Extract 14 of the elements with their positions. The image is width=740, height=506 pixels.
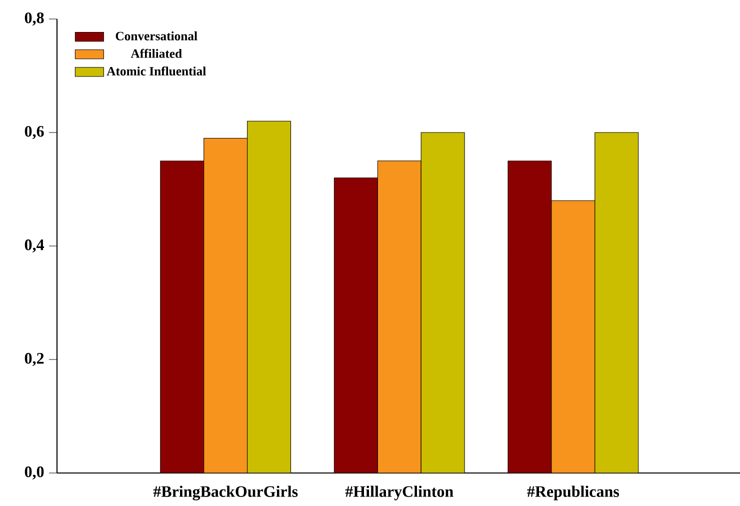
legend-label: Affiliated (130, 48, 182, 58)
y-tick-label: 0,0 (24, 466, 44, 480)
bar (247, 120, 292, 473)
y-tick-label: 0,8 (24, 12, 44, 26)
bar (420, 132, 465, 473)
y-tick-label: 0,6 (24, 126, 44, 140)
bar (594, 132, 639, 473)
legend-label: Conversational (116, 31, 198, 40)
y-tick-label: 0,2 (24, 352, 44, 366)
x-tick-label: #HillaryClinton (345, 486, 454, 500)
x-tick-label: #BringBackOurGirls (153, 486, 298, 500)
y-tick-label: 0,4 (24, 239, 44, 253)
legend-label: Atomic Influential (106, 66, 206, 76)
x-tick-label: #Republicans (527, 486, 619, 500)
